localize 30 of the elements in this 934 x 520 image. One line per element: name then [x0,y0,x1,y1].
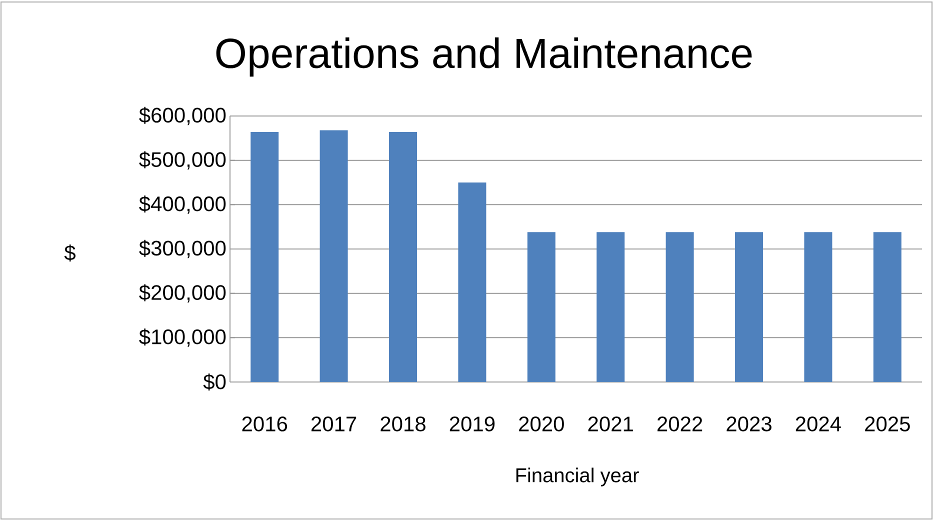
x-tick-label: 2020 [519,416,564,432]
y-tick-label: $400,000 [139,196,226,214]
x-axis-title: Financial year [516,468,639,486]
x-tick-label: 2016 [242,416,288,432]
bar [873,232,902,382]
x-tick-label: 2021 [588,416,633,432]
bar [389,132,418,382]
bar [735,232,764,382]
chart-title: Operations and Maintenance [216,37,752,77]
y-tick-label: $500,000 [139,151,226,170]
y-tick-label: $0 [203,374,226,391]
bar [527,232,556,382]
bar [666,232,694,382]
x-tick-label: 2018 [380,416,426,432]
x-tick-label: 2023 [726,416,772,432]
bar [596,232,625,382]
x-tick-label: 2024 [796,416,841,432]
y-tick-label: $600,000 [139,106,226,126]
y-tick-label: $300,000 [139,240,226,258]
bar [320,130,348,382]
bar [250,132,279,382]
y-axis-title: $ [64,244,76,262]
bar [458,182,486,382]
x-tick-label: 2019 [450,416,495,432]
x-tick-label: 2025 [865,416,910,432]
y-tick-label: $200,000 [139,284,226,302]
x-tick-label: 2017 [311,416,356,432]
x-tick-label: 2022 [658,416,702,432]
y-tick-label: $100,000 [139,328,226,347]
bar [804,232,832,382]
